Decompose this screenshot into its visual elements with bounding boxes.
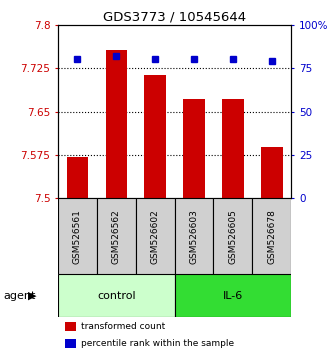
Text: GSM526603: GSM526603 <box>190 209 199 264</box>
Text: agent: agent <box>3 291 36 301</box>
Text: GSM526678: GSM526678 <box>267 209 276 264</box>
Bar <box>58 198 97 274</box>
Bar <box>144 75 166 198</box>
Text: transformed count: transformed count <box>81 322 166 331</box>
Bar <box>261 147 283 198</box>
Bar <box>67 156 88 198</box>
Text: IL-6: IL-6 <box>223 291 243 301</box>
Title: GDS3773 / 10545644: GDS3773 / 10545644 <box>103 11 246 24</box>
Text: GSM526562: GSM526562 <box>112 209 121 264</box>
Text: percentile rank within the sample: percentile rank within the sample <box>81 339 234 348</box>
Bar <box>222 99 244 198</box>
Text: ▶: ▶ <box>28 291 37 301</box>
Bar <box>136 198 175 274</box>
Text: GSM526605: GSM526605 <box>228 209 237 264</box>
Text: GSM526602: GSM526602 <box>151 209 160 264</box>
Bar <box>175 198 213 274</box>
Bar <box>183 99 205 198</box>
Text: control: control <box>97 291 136 301</box>
Bar <box>213 198 252 274</box>
Bar <box>97 198 136 274</box>
Text: GSM526561: GSM526561 <box>73 209 82 264</box>
Bar <box>175 274 291 317</box>
Bar <box>252 198 291 274</box>
Bar <box>106 50 127 198</box>
Bar <box>58 274 175 317</box>
